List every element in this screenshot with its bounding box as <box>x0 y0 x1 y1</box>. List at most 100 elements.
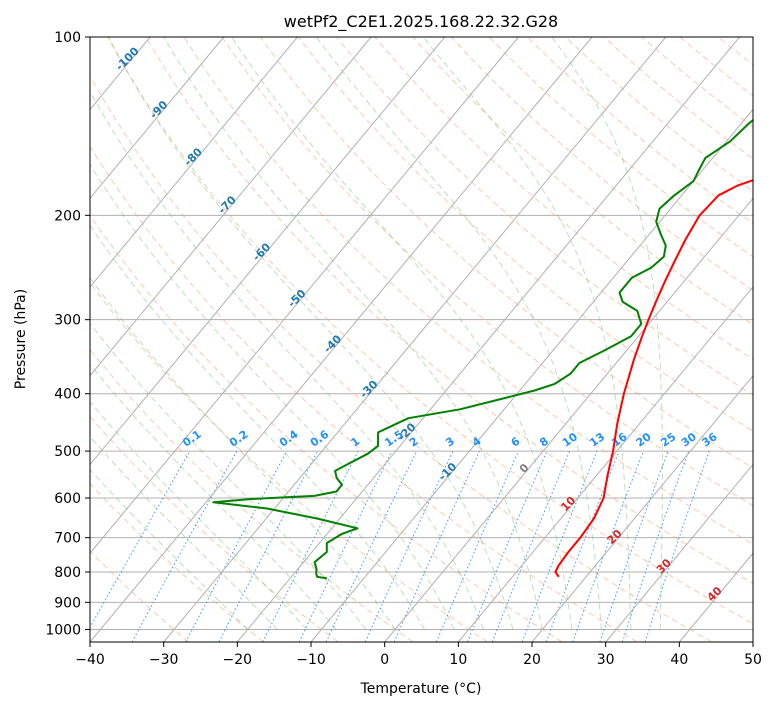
isotherm-label: -50 <box>285 287 308 310</box>
dry-adiabat <box>90 348 414 642</box>
y-tick-label: 400 <box>54 387 81 403</box>
isotherm-line <box>0 37 77 642</box>
x-tick-label: 10 <box>449 652 467 668</box>
dry-adiabat <box>450 37 753 292</box>
moist-adiabat <box>90 401 308 630</box>
moist-adiabat <box>315 37 602 630</box>
isotherm-line <box>605 463 753 642</box>
isotherm-label: 30 <box>654 556 674 576</box>
isotherm-line <box>384 197 753 642</box>
mixing-ratio-line <box>435 450 519 642</box>
y-tick-label: 800 <box>54 565 81 581</box>
mixing-ratio-label: 6 <box>509 434 523 449</box>
y-tick-label: 300 <box>54 313 81 329</box>
isotherm-line <box>0 37 3 642</box>
dewpoint-profile-line <box>212 118 753 580</box>
dry-adiabat <box>756 37 775 642</box>
x-tick-label: 40 <box>670 652 688 668</box>
dry-adiabat <box>90 281 488 642</box>
y-tick-label: 200 <box>54 208 81 224</box>
isotherm-line <box>90 37 446 466</box>
mixing-ratio-label: 3 <box>443 435 457 450</box>
isotherm-label: -90 <box>147 98 170 121</box>
mixing-ratio-label: 0.2 <box>227 428 250 450</box>
isotherm-line <box>531 374 753 642</box>
mixing-ratio-label: 8 <box>537 435 551 450</box>
x-tick-label: −40 <box>75 652 105 668</box>
isotherm-label: -40 <box>321 332 344 355</box>
y-tick-label: 700 <box>54 531 81 547</box>
dry-adiabat <box>412 37 753 326</box>
isotherm-line <box>90 37 225 200</box>
isotherm-label: -70 <box>216 193 239 216</box>
y-tick-label: 600 <box>54 491 81 507</box>
moist-adiabat <box>90 163 455 630</box>
dry-adiabat <box>183 37 753 545</box>
moist-adiabat <box>108 37 514 630</box>
mixing-ratio-line <box>364 450 454 642</box>
x-axis-label: Temperature (°C) <box>360 681 482 697</box>
isotherm-label: -100 <box>113 44 142 73</box>
mixing-ratio-line <box>572 450 644 642</box>
moist-adiabat <box>90 276 396 630</box>
mixing-ratio-line <box>298 450 393 642</box>
dry-adiabat <box>641 37 753 128</box>
x-tick-label: −10 <box>296 652 326 668</box>
mixing-ratio-line <box>131 450 238 642</box>
mixing-ratio-line <box>621 450 690 642</box>
y-tick-label: 900 <box>54 595 81 611</box>
temperature-profile-line <box>554 179 753 578</box>
isotherm-label: -60 <box>250 240 273 263</box>
dry-adiabat <box>90 550 190 642</box>
y-tick-label: 500 <box>54 444 81 460</box>
mixing-ratio-line <box>262 450 359 642</box>
mixing-ratio-line <box>545 450 620 642</box>
moist-adiabat <box>551 37 663 630</box>
dry-adiabat <box>90 214 563 642</box>
x-tick-label: 30 <box>597 652 615 668</box>
y-axis-label: Pressure (hPa) <box>13 289 29 389</box>
mixing-ratio-label: 13 <box>587 430 607 449</box>
isotherm-label: -80 <box>182 145 205 168</box>
moist-adiabat <box>90 90 484 630</box>
x-axis: −40 −30 −20 −10 0 10 20 30 40 50 <box>75 642 762 668</box>
x-tick-label: 20 <box>523 652 541 668</box>
mixing-ratio-label: 25 <box>658 430 678 449</box>
isotherm-line <box>163 37 667 642</box>
chart-title: wetPf2_C2E1.2025.168.22.32.G28 <box>284 12 558 32</box>
isotherm-line <box>90 37 372 377</box>
moist-adiabat <box>422 37 632 630</box>
x-tick-label: 50 <box>744 652 762 668</box>
y-tick-label: 100 <box>54 30 81 46</box>
moist-adiabat <box>231 37 573 630</box>
isotherm-label: -30 <box>357 377 380 400</box>
isotherm-line <box>310 108 753 642</box>
isotherm-label: 0 <box>517 461 532 476</box>
mixing-ratio-line <box>393 450 481 642</box>
moist-adiabat <box>90 468 249 630</box>
y-axis: 100 200 300 400 500 600 700 800 900 1000 <box>45 30 90 638</box>
dry-adiabat <box>374 37 753 361</box>
isotherm-label: 40 <box>705 584 725 604</box>
moist-adiabat <box>90 363 337 630</box>
x-tick-label: −30 <box>149 652 179 668</box>
mixing-ratio-line <box>599 450 669 642</box>
mixing-ratio-line <box>90 450 191 629</box>
mixing-ratio-line <box>185 450 288 642</box>
mixing-ratio-label: 36 <box>700 430 720 450</box>
plot-frame <box>89 36 754 643</box>
isotherm-line <box>90 37 298 288</box>
mixing-ratio-line <box>644 450 710 642</box>
dry-adiabat <box>488 37 753 258</box>
mixing-ratio-label: 0.6 <box>308 428 332 450</box>
dry-adiabat <box>90 145 638 642</box>
mixing-ratio-line <box>521 450 598 642</box>
mixing-ratio-label: 1 <box>349 435 363 450</box>
mixing-ratio-label: 0.1 <box>180 428 203 450</box>
moist-adiabat <box>163 37 543 630</box>
mixing-ratio-line <box>218 450 319 642</box>
mixing-ratio-label: 16 <box>609 430 629 450</box>
dry-adiabat <box>90 482 264 642</box>
isotherm-line <box>236 37 740 642</box>
dry-adiabat <box>679 37 753 97</box>
